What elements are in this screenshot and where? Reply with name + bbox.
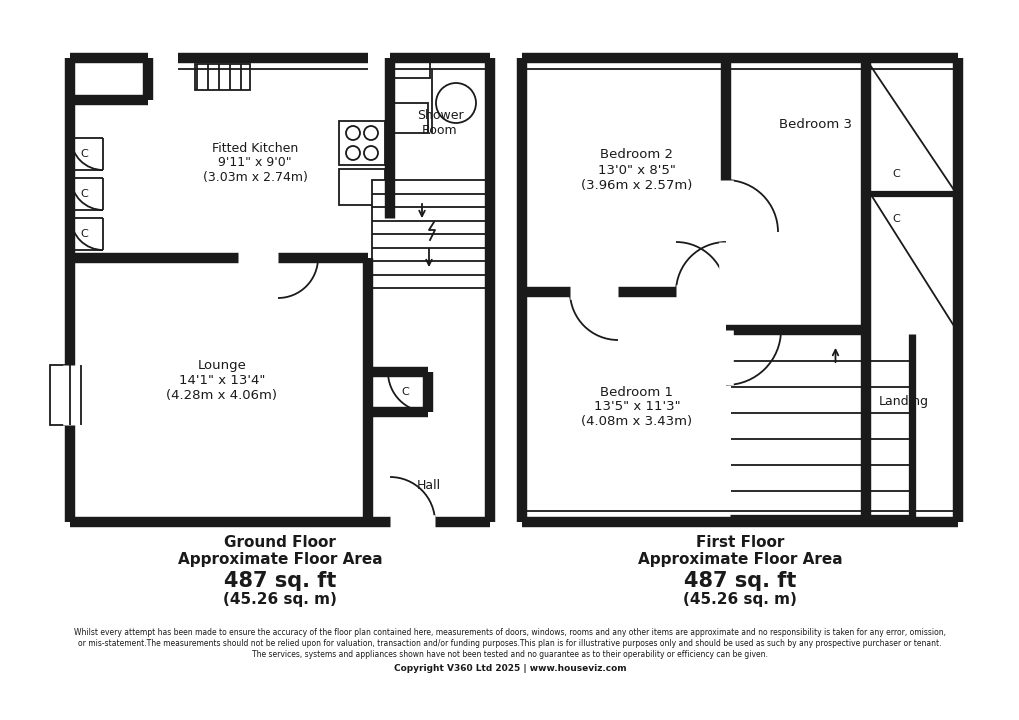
- Text: (45.26 sq. m): (45.26 sq. m): [683, 592, 796, 607]
- Bar: [50, 365, 70, 425]
- Bar: [393, 103, 428, 133]
- Text: (45.26 sq. m): (45.26 sq. m): [223, 592, 336, 607]
- Text: or mis-statement.The measurements should not be relied upon for valuation, trans: or mis-statement.The measurements should…: [78, 639, 941, 648]
- Text: Landing: Landing: [878, 395, 928, 408]
- Text: C: C: [892, 214, 899, 224]
- Bar: [338, 121, 384, 165]
- Bar: [391, 62, 430, 78]
- Bar: [338, 169, 384, 205]
- Bar: [195, 64, 250, 90]
- Text: C: C: [81, 229, 88, 239]
- Text: C: C: [400, 387, 409, 397]
- Text: C: C: [81, 189, 88, 199]
- Bar: [372, 180, 485, 288]
- Text: Approximate Floor Area: Approximate Floor Area: [637, 552, 842, 567]
- Text: 487 sq. ft: 487 sq. ft: [223, 571, 336, 591]
- Text: Approximate Floor Area: Approximate Floor Area: [177, 552, 382, 567]
- Text: The services, systems and appliances shown have not been tested and no guarantee: The services, systems and appliances sho…: [252, 650, 767, 659]
- Text: First Floor: First Floor: [695, 535, 784, 550]
- Text: Whilst every attempt has been made to ensure the accuracy of the floor plan cont: Whilst every attempt has been made to en…: [74, 628, 945, 637]
- Text: C: C: [81, 149, 88, 159]
- Text: Bedroom 2
13'0" x 8'5"
(3.96m x 2.57m): Bedroom 2 13'0" x 8'5" (3.96m x 2.57m): [581, 148, 692, 192]
- Text: Ground Floor: Ground Floor: [224, 535, 335, 550]
- Text: Copyright V360 Ltd 2025 | www.houseviz.com: Copyright V360 Ltd 2025 | www.houseviz.c…: [393, 664, 626, 673]
- Text: Lounge
14'1" x 13'4"
(4.28m x 4.06m): Lounge 14'1" x 13'4" (4.28m x 4.06m): [166, 359, 277, 402]
- Text: 487 sq. ft: 487 sq. ft: [683, 571, 796, 591]
- Text: Fitted Kitchen
9'11" x 9'0"
(3.03m x 2.74m): Fitted Kitchen 9'11" x 9'0" (3.03m x 2.7…: [203, 142, 307, 184]
- Text: C: C: [892, 169, 899, 179]
- Text: Bedroom 3: Bedroom 3: [779, 117, 852, 130]
- Text: Bedroom 1
13'5" x 11'3"
(4.08m x 3.43m): Bedroom 1 13'5" x 11'3" (4.08m x 3.43m): [581, 385, 692, 428]
- Text: Hall: Hall: [417, 479, 440, 492]
- Text: Shower
Room: Shower Room: [417, 109, 463, 137]
